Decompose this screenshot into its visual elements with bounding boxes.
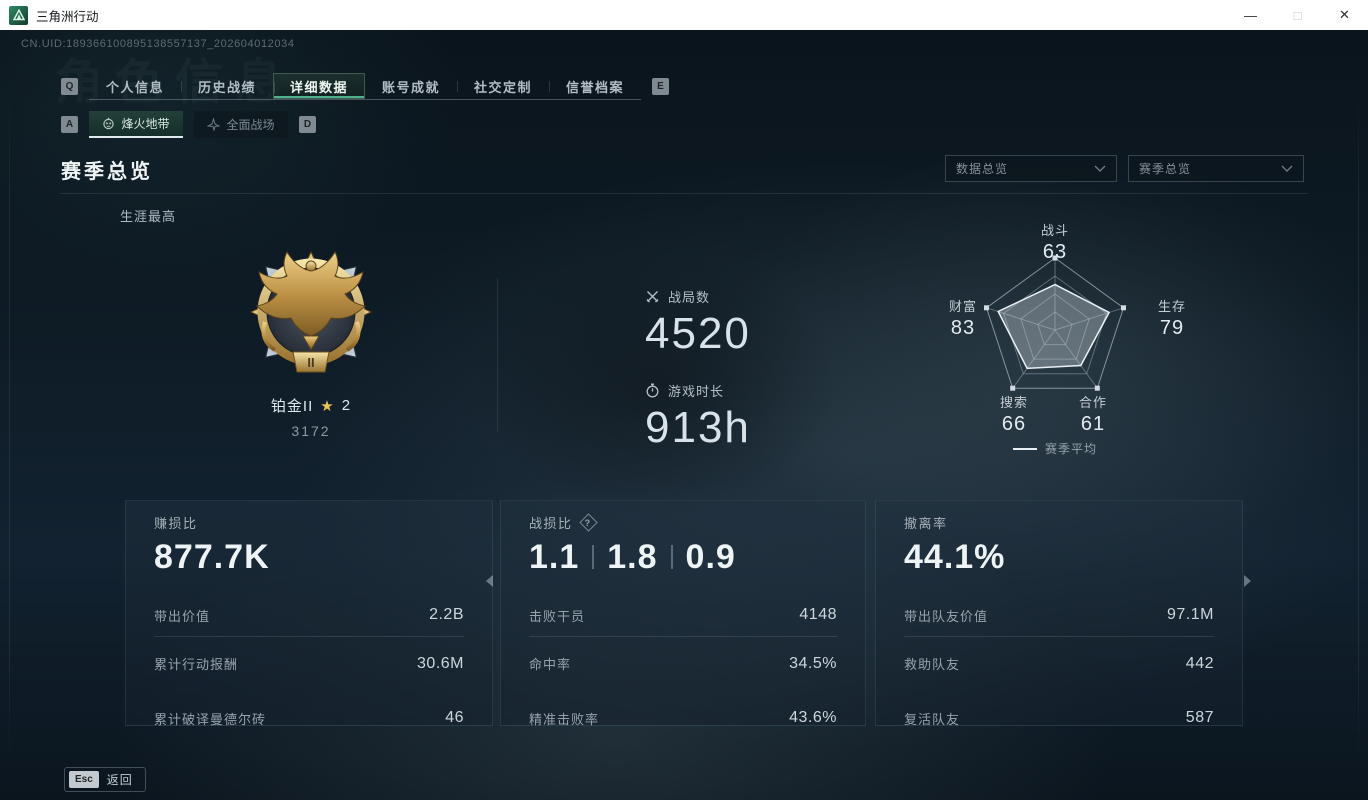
tab-reputation[interactable]: 信誉档案 [549,73,641,99]
battles-label-row: 战局数 [645,287,751,306]
stat-row: 命中率 34.5% [529,654,837,673]
right-edge-decoration [1358,85,1359,770]
row-divider [529,636,837,637]
subtab-label: 烽火地带 [121,117,170,131]
left-edge-decoration [9,85,10,770]
stat-row: 累计行动报酬 30.6M [154,654,464,673]
playtime-label: 游戏时长 [668,384,725,399]
mode-tab-bar: A 烽火地带 全面战场 D [61,111,316,138]
card-title-row: 战损比 ? [529,513,837,532]
rank-medal-block: II 铂金II ★ 2 3172 [231,240,391,439]
rank-name-row: 铂金II ★ 2 [231,395,391,416]
tab-social[interactable]: 社交定制 [457,73,549,99]
card-main-value: 1.1 1.8 0.9 [529,537,736,576]
help-icon[interactable]: ? [578,513,598,532]
radar-axis-combat: 战斗 63 [1040,223,1070,263]
value-separator [670,545,673,569]
card-main-value: 44.1% [904,537,1006,576]
radar-axis-wealth: 财富 83 [948,299,978,339]
battlefield-icon [207,118,221,131]
stat-row: 带出队友价值 97.1M [904,606,1214,624]
key-hint-a: A [61,116,78,133]
stat-row: 救助队友 442 [904,654,1214,673]
radar-axis-search: 搜索 66 [999,395,1029,435]
season-overview-dropdown[interactable]: 赛季总览 [1128,155,1304,182]
stat-row: 复活队友 587 [904,709,1214,727]
subtab-full-battlefield[interactable]: 全面战场 [194,111,288,138]
value-separator [592,545,595,569]
tab-detailed-data[interactable]: 详细数据 [273,73,365,99]
card-title: 撤离率 [904,516,948,531]
career-best-label: 生涯最高 [120,209,177,224]
tab-history[interactable]: 历史战绩 [181,73,273,99]
key-hint-e: E [652,78,669,95]
carousel-right-arrow-icon[interactable] [1244,575,1251,587]
playtime-label-row: 游戏时长 [645,381,751,400]
back-label: 返回 [106,773,133,787]
extraction-rate-card: 撤离率 44.1% 带出队友价值 97.1M 救助队友 442 复活队友 587 [875,500,1243,727]
battles-value: 4520 [645,309,751,358]
subtab-fire-zone[interactable]: 烽火地带 [89,111,183,138]
subtab-label: 全面战场 [226,118,275,132]
legend-line-swatch [1012,447,1037,450]
dropdown-value: 数据总览 [956,162,1009,176]
crossed-swords-icon [646,291,659,303]
rank-score: 3172 [291,423,331,439]
star-icon: ★ [320,397,335,415]
row-divider [904,636,1214,637]
medal-tier-text: II [307,355,314,370]
radar-axis-cooperation: 合作 61 [1078,395,1108,435]
dropdown-value: 赛季总览 [1139,162,1192,176]
stopwatch-icon [646,383,659,398]
app-logo-icon [9,5,28,25]
stat-row: 带出价值 2.2B [154,606,464,624]
radar-axis-survival: 生存 79 [1157,299,1187,339]
chevron-down-icon [1094,165,1106,172]
legend-label: 赛季平均 [1044,442,1098,456]
window-title: 三角洲行动 [36,9,99,24]
stat-row: 精准击败率 43.6% [529,709,837,727]
stat-row: 累计破译曼德尔砖 46 [154,709,464,727]
key-hint-d: D [299,116,316,133]
esc-key-hint: Esc [69,771,99,788]
key-hint-q: Q [61,78,78,95]
rank-medal: II [249,250,373,374]
game-area: CN.UID:189366100895138557137_20260401203… [0,30,1368,800]
rank-name: 铂金II [270,398,314,415]
playtime-value: 913h [645,403,751,452]
rank-star-count: 2 [341,397,352,414]
profit-loss-card: 赚损比 877.7K 带出价值 2.2B 累计行动报酬 30.6M 累计破译曼德尔砖… [125,500,493,727]
title-bar: 三角洲行动 — □ ✕ [0,0,1368,30]
chevron-down-icon [1281,165,1293,172]
tab-achievements[interactable]: 账号成就 [381,79,440,95]
card-title: 赚损比 [154,516,198,531]
fire-zone-icon [103,117,115,130]
window-controls: — □ ✕ [1227,0,1368,30]
card-title: 战损比 [529,516,573,531]
back-button[interactable]: Esc 返回 [64,767,146,792]
section-title: 赛季总览 [61,161,153,183]
tab-strip: 个人信息 历史战绩 详细数据 账号成就 社交定制 信誉档案 [89,73,641,100]
row-divider [154,636,464,637]
playtime-stat: 游戏时长 913h [645,381,751,453]
minimize-button[interactable]: — [1244,7,1257,23]
vertical-divider [497,278,498,432]
battles-stat: 战局数 4520 [645,287,751,359]
stat-row: 击败干员 4148 [529,606,837,624]
card-main-value: 877.7K [154,537,270,576]
battles-label: 战局数 [668,290,711,305]
maximize-button: □ [1293,7,1302,23]
main-tab-bar: Q 个人信息 历史战绩 详细数据 账号成就 社交定制 信誉档案 E [61,73,669,100]
radar-chart: 战斗 63 生存 79 合作 61 搜索 66 财富 83 赛季平均 [915,218,1205,473]
carousel-left-arrow-icon[interactable] [486,575,493,587]
tab-personal-info[interactable]: 个人信息 [105,79,164,95]
radar-plot [984,255,1126,391]
kd-ratio-card: 战损比 ? 1.1 1.8 0.9 击败干员 4148 命中率 34.5% 精准击败… [500,500,866,727]
radar-legend: 赛季平均 [1012,440,1098,457]
data-overview-dropdown[interactable]: 数据总览 [945,155,1117,182]
account-uid: CN.UID:189366100895138557137_20260401203… [21,38,295,50]
section-divider [60,193,1308,194]
close-button[interactable]: ✕ [1339,7,1350,22]
